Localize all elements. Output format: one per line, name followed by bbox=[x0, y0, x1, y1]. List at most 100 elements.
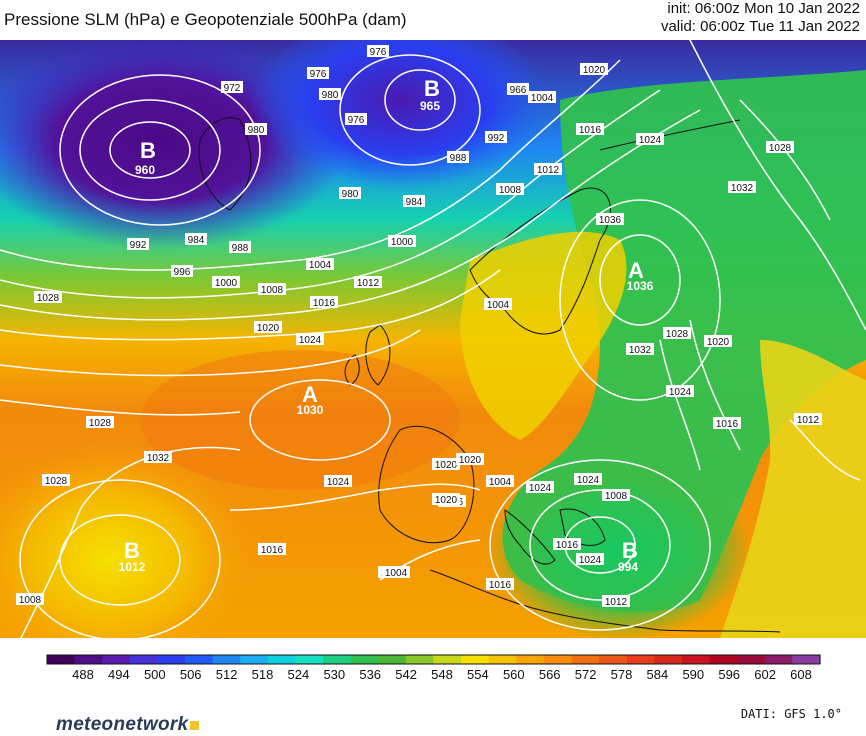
colorbar-tick-label: 608 bbox=[790, 667, 812, 682]
svg-text:B: B bbox=[140, 138, 156, 163]
isobar-label: 966 bbox=[507, 83, 529, 96]
isobar-label: 1012 bbox=[534, 163, 562, 176]
svg-text:996: 996 bbox=[174, 267, 191, 278]
colorbar-swatch bbox=[185, 655, 214, 664]
colorbar-tick-label: 566 bbox=[539, 667, 561, 682]
isobar-label: 976 bbox=[367, 45, 389, 58]
colorbar-swatch bbox=[792, 655, 821, 664]
svg-text:1024: 1024 bbox=[579, 555, 602, 566]
colorbar-tick-label: 512 bbox=[216, 667, 238, 682]
svg-text:B: B bbox=[424, 76, 440, 101]
isobar-label: 1020 bbox=[254, 321, 282, 334]
svg-text:994: 994 bbox=[618, 560, 638, 574]
isobar-label: 1032 bbox=[144, 451, 172, 464]
isobar-label: 1024 bbox=[576, 553, 604, 566]
colorbar-tick-label: 530 bbox=[323, 667, 345, 682]
colorbar-tick-label: 602 bbox=[754, 667, 776, 682]
isobar-label: 1024 bbox=[636, 133, 664, 146]
svg-text:966: 966 bbox=[510, 85, 527, 96]
isobar-label: 980 bbox=[245, 123, 267, 136]
svg-text:984: 984 bbox=[188, 235, 205, 246]
isobar-label: 972 bbox=[221, 81, 243, 94]
svg-text:1024: 1024 bbox=[299, 335, 322, 346]
svg-text:B: B bbox=[622, 538, 638, 563]
isobar-label: 1004 bbox=[306, 258, 334, 271]
isobar-label: 1020 bbox=[580, 63, 608, 76]
data-source: DATI: GFS 1.0° bbox=[740, 707, 842, 721]
colorbar-swatch bbox=[709, 655, 738, 664]
colorbar-tick-label: 584 bbox=[647, 667, 669, 682]
svg-text:1016: 1016 bbox=[716, 419, 739, 430]
isobar-label: 1028 bbox=[34, 291, 62, 304]
colorbar-tick-label: 518 bbox=[252, 667, 274, 682]
svg-text:1032: 1032 bbox=[731, 183, 754, 194]
svg-text:1008: 1008 bbox=[605, 491, 628, 502]
isobar-label: 984 bbox=[185, 233, 207, 246]
colorbar-swatch bbox=[543, 655, 573, 664]
svg-text:1032: 1032 bbox=[147, 453, 170, 464]
svg-text:1020: 1020 bbox=[435, 495, 458, 506]
colorbar-swatch bbox=[599, 655, 628, 664]
isobar-label: 1024 bbox=[574, 473, 602, 486]
colorbar-ticks: 488 494 500 506 512 518 524 530 536 542 548 554 560 5… bbox=[72, 667, 812, 682]
isobar-label: 1008 bbox=[602, 489, 630, 502]
center-low-n: B 965 bbox=[420, 76, 440, 113]
colorbar-swatch bbox=[74, 655, 103, 664]
colorbar-tick-label: 572 bbox=[575, 667, 597, 682]
svg-text:1004: 1004 bbox=[385, 568, 408, 579]
center-low-west: B 1012 bbox=[119, 538, 146, 574]
colorbar-swatch bbox=[129, 655, 159, 664]
meteonetwork-logo: meteonetwork bbox=[56, 714, 200, 736]
colorbar-tick-label: 590 bbox=[682, 667, 704, 682]
isobar-label: 1000 bbox=[388, 235, 416, 248]
isobar-label: 1016 bbox=[713, 417, 741, 430]
svg-text:1020: 1020 bbox=[435, 460, 458, 471]
colorbar-swatch bbox=[102, 655, 131, 664]
isobar-label: 1028 bbox=[86, 416, 114, 429]
svg-text:1036: 1036 bbox=[627, 279, 654, 293]
center-high-east: A 1036 bbox=[627, 258, 654, 293]
svg-text:992: 992 bbox=[488, 133, 505, 144]
isobar-label: 1008 bbox=[16, 593, 44, 606]
colorbar-swatch bbox=[461, 655, 490, 664]
colorbar-swatch bbox=[295, 655, 324, 664]
isobar-label: 992 bbox=[127, 238, 149, 251]
colorbar-tick-label: 536 bbox=[359, 667, 381, 682]
logo-square-icon bbox=[190, 721, 200, 730]
isobar-label: 1008 bbox=[496, 183, 524, 196]
isobar-label: 1012 bbox=[794, 413, 822, 426]
colorbar-tick-label: 488 bbox=[72, 667, 94, 682]
field-high-w bbox=[0, 440, 260, 638]
isobar-label: 1028 bbox=[663, 327, 691, 340]
svg-text:976: 976 bbox=[348, 115, 365, 126]
isobar-label: 1016 bbox=[553, 538, 581, 551]
svg-text:1036: 1036 bbox=[599, 215, 622, 226]
isobar-label: 1020 bbox=[456, 453, 484, 466]
colorbar-swatch bbox=[240, 655, 269, 664]
isobar-label: 988 bbox=[229, 241, 251, 254]
svg-text:1024: 1024 bbox=[639, 135, 662, 146]
svg-text:A: A bbox=[302, 382, 318, 407]
isobar-label: 1024 bbox=[666, 385, 694, 398]
svg-text:1004: 1004 bbox=[489, 477, 512, 488]
colorbar-swatch bbox=[737, 655, 766, 664]
svg-text:1028: 1028 bbox=[37, 293, 60, 304]
valid-time: valid: 06:00z Tue 11 Jan 2022 bbox=[660, 18, 860, 35]
svg-text:1020: 1020 bbox=[257, 323, 280, 334]
svg-text:1004: 1004 bbox=[309, 260, 332, 271]
svg-text:976: 976 bbox=[310, 69, 327, 80]
colorbar-tick-label: 560 bbox=[503, 667, 525, 682]
colorbar-tick-label: 542 bbox=[395, 667, 417, 682]
colorbar-swatch bbox=[350, 655, 379, 664]
svg-text:1020: 1020 bbox=[459, 455, 482, 466]
colorbar-tick-label: 500 bbox=[144, 667, 166, 682]
colorbar-swatch bbox=[571, 655, 600, 664]
isobar-label: 1004 bbox=[484, 298, 512, 311]
svg-text:1012: 1012 bbox=[357, 278, 380, 289]
isobar-label: 1012 bbox=[354, 276, 382, 289]
svg-text:988: 988 bbox=[450, 153, 467, 164]
colorbar-swatch bbox=[516, 655, 545, 664]
svg-text:1020: 1020 bbox=[583, 65, 606, 76]
svg-text:965: 965 bbox=[420, 99, 440, 113]
isobar-label: 1012 bbox=[602, 595, 630, 608]
